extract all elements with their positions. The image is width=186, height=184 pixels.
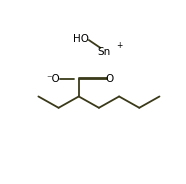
Text: HO: HO <box>73 34 89 44</box>
Text: O: O <box>106 75 114 84</box>
Text: Sn: Sn <box>97 47 111 57</box>
Text: +: + <box>116 41 123 50</box>
Text: ⁻O: ⁻O <box>47 75 60 84</box>
